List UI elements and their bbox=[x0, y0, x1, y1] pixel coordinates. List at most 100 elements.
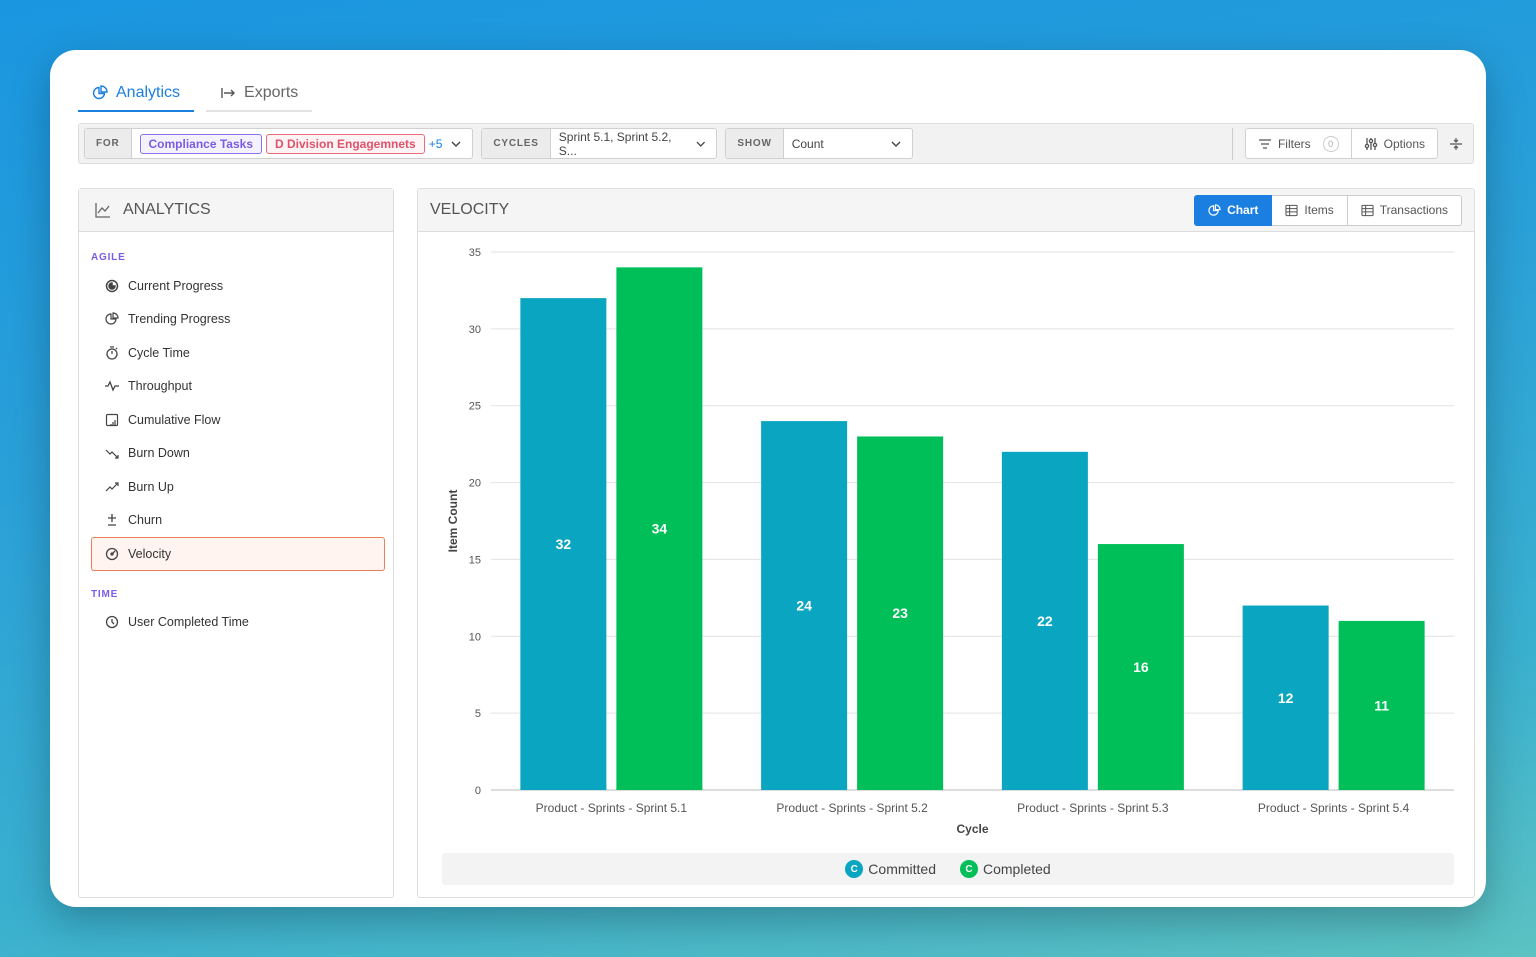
bar-committed bbox=[1242, 605, 1329, 790]
sidebar-title: ANALYTICS bbox=[123, 201, 211, 218]
chip-compliance-tasks[interactable]: Compliance Tasks bbox=[139, 133, 262, 154]
view-tab-label: Chart bbox=[1227, 203, 1259, 217]
sidebar-item-label: Trending Progress bbox=[128, 312, 231, 327]
x-tick-label: Product - Sprints - Sprint 5.1 bbox=[536, 801, 688, 815]
stopwatch-icon bbox=[106, 346, 118, 360]
filter-actions: Filters 0 Options bbox=[1231, 127, 1468, 160]
legend-label: Committed bbox=[868, 861, 936, 877]
sliders-icon bbox=[1364, 137, 1377, 150]
options-button[interactable]: Options bbox=[1351, 128, 1438, 159]
more-count[interactable]: +5 bbox=[428, 136, 443, 151]
tab-exports[interactable]: Exports bbox=[206, 76, 313, 112]
sidebar-item-burn-up[interactable]: Burn Up bbox=[79, 470, 385, 504]
table-icon bbox=[1361, 204, 1374, 216]
show-filter[interactable]: SHOW Count bbox=[725, 128, 914, 159]
pulse-icon bbox=[105, 380, 119, 392]
chart-pie-icon bbox=[1208, 203, 1221, 216]
view-tab-chart[interactable]: Chart bbox=[1194, 194, 1273, 226]
chevron-down-icon[interactable] bbox=[450, 138, 462, 150]
bar-value-label: 23 bbox=[892, 605, 908, 621]
chart-pie-icon bbox=[105, 312, 119, 325]
chart-legend: C Committed C Completed bbox=[442, 853, 1454, 885]
y-tick-label: 15 bbox=[469, 554, 481, 566]
y-tick-label: 35 bbox=[469, 247, 481, 259]
cycles-filter[interactable]: CYCLES Sprint 5.1, Sprint 5.2, S... bbox=[481, 128, 718, 159]
y-tick-label: 25 bbox=[469, 401, 481, 413]
view-switcher: Chart Items Transactions bbox=[1194, 194, 1462, 226]
sidebar-item-user-completed-time[interactable]: User Completed Time bbox=[79, 606, 385, 640]
section-time-title: TIME bbox=[91, 588, 119, 600]
velocity-panel: VELOCITY Chart Items Transactions 0 5 10 15… bbox=[417, 188, 1475, 898]
clock-icon bbox=[105, 616, 119, 629]
sidebar-item-cumulative-flow[interactable]: Cumulative Flow bbox=[79, 403, 385, 437]
sidebar-item-label: Current Progress bbox=[128, 278, 224, 293]
top-tabs: Analytics Exports bbox=[78, 76, 313, 112]
sidebar-item-trending-progress[interactable]: Trending Progress bbox=[79, 303, 385, 337]
sidebar-item-label: Churn bbox=[128, 513, 163, 528]
legend-item-completed[interactable]: C Completed bbox=[959, 860, 1051, 878]
tab-exports-label: Exports bbox=[244, 84, 299, 101]
x-tick-label: Product - Sprints - Sprint 5.3 bbox=[1017, 801, 1169, 815]
cycles-value: Sprint 5.1, Sprint 5.2, S... bbox=[558, 129, 672, 158]
legend-badge-committed: C bbox=[845, 860, 864, 878]
bar-completed bbox=[1097, 544, 1184, 790]
sidebar-item-label: Cycle Time bbox=[128, 345, 190, 360]
sidebar-item-cycle-time[interactable]: Cycle Time bbox=[79, 336, 385, 370]
divider bbox=[1231, 127, 1233, 160]
bar-value-label: 16 bbox=[1133, 659, 1149, 675]
show-label: SHOW bbox=[726, 129, 784, 158]
bar-value-label: 22 bbox=[1037, 613, 1053, 629]
panel-header: VELOCITY Chart Items Transactions bbox=[418, 189, 1474, 232]
bar-value-label: 11 bbox=[1374, 697, 1389, 713]
sidebar-item-burn-down[interactable]: Burn Down bbox=[79, 437, 385, 471]
tab-analytics-label: Analytics bbox=[116, 84, 181, 101]
sidebar-header: ANALYTICS bbox=[79, 189, 393, 232]
legend-item-committed[interactable]: C Committed bbox=[845, 860, 936, 878]
y-tick-label: 0 bbox=[475, 785, 481, 797]
analytics-sidebar: ANALYTICS AGILE Current Progress Trendin… bbox=[78, 188, 394, 898]
app-window: Analytics Exports FOR Compliance Tasks D… bbox=[50, 50, 1486, 907]
sidebar-item-churn[interactable]: Churn bbox=[79, 504, 385, 538]
y-tick-label: 20 bbox=[469, 478, 481, 490]
view-tab-items[interactable]: Items bbox=[1272, 194, 1348, 226]
chart-pie-icon bbox=[92, 85, 108, 100]
panel-title: VELOCITY bbox=[430, 201, 510, 218]
filter-bar: FOR Compliance Tasks D Division Engagemn… bbox=[78, 123, 1474, 164]
sidebar-item-label: Burn Up bbox=[128, 479, 174, 494]
velocity-chart: 0 5 10 15 20 25 30 35 Item Count 32 34 Product - Sp… bbox=[418, 233, 1474, 853]
collapse-icon[interactable] bbox=[1446, 134, 1466, 154]
x-axis-title: Cycle bbox=[956, 822, 988, 836]
section-agile-title: AGILE bbox=[91, 252, 126, 263]
for-filter[interactable]: FOR Compliance Tasks D Division Engagemn… bbox=[84, 128, 474, 159]
sidebar-item-velocity[interactable]: Velocity bbox=[91, 537, 385, 571]
export-arrow-icon bbox=[221, 88, 236, 98]
filter-lines-icon bbox=[1258, 138, 1271, 149]
sidebar-item-throughput[interactable]: Throughput bbox=[79, 370, 385, 404]
bar-chart: 0 5 10 15 20 25 30 35 Item Count 32 34 Product - Sp… bbox=[446, 247, 1454, 836]
speedometer-icon bbox=[105, 547, 119, 560]
bar-committed bbox=[761, 421, 848, 790]
tab-analytics[interactable]: Analytics bbox=[78, 76, 195, 112]
line-chart-icon bbox=[95, 203, 110, 218]
filters-button[interactable]: Filters 0 bbox=[1244, 128, 1352, 159]
chevron-down-icon[interactable] bbox=[695, 138, 706, 150]
sidebar-item-current-progress[interactable]: Current Progress bbox=[79, 269, 385, 303]
bar-value-label: 34 bbox=[652, 521, 668, 537]
chip-division-engagements[interactable]: D Division Engagemnets bbox=[266, 133, 425, 154]
bar-value-label: 32 bbox=[556, 536, 572, 552]
view-tab-transactions[interactable]: Transactions bbox=[1347, 194, 1462, 226]
view-tab-label: Items bbox=[1304, 203, 1334, 217]
filters-label: Filters bbox=[1277, 136, 1311, 151]
sidebar-item-label: Throughput bbox=[128, 379, 192, 394]
progress-circle-icon bbox=[105, 279, 119, 292]
legend-label: Completed bbox=[982, 861, 1051, 877]
sidebar-item-label: Burn Down bbox=[128, 446, 190, 461]
bar-value-label: 12 bbox=[1278, 690, 1294, 706]
legend-badge-completed: C bbox=[959, 860, 978, 878]
chevron-down-icon[interactable] bbox=[890, 138, 902, 150]
bar-value-label: 24 bbox=[796, 598, 812, 614]
cycles-label: CYCLES bbox=[482, 129, 551, 158]
bar-committed bbox=[1001, 451, 1088, 790]
for-label: FOR bbox=[85, 129, 132, 158]
trend-down-icon bbox=[105, 449, 119, 459]
